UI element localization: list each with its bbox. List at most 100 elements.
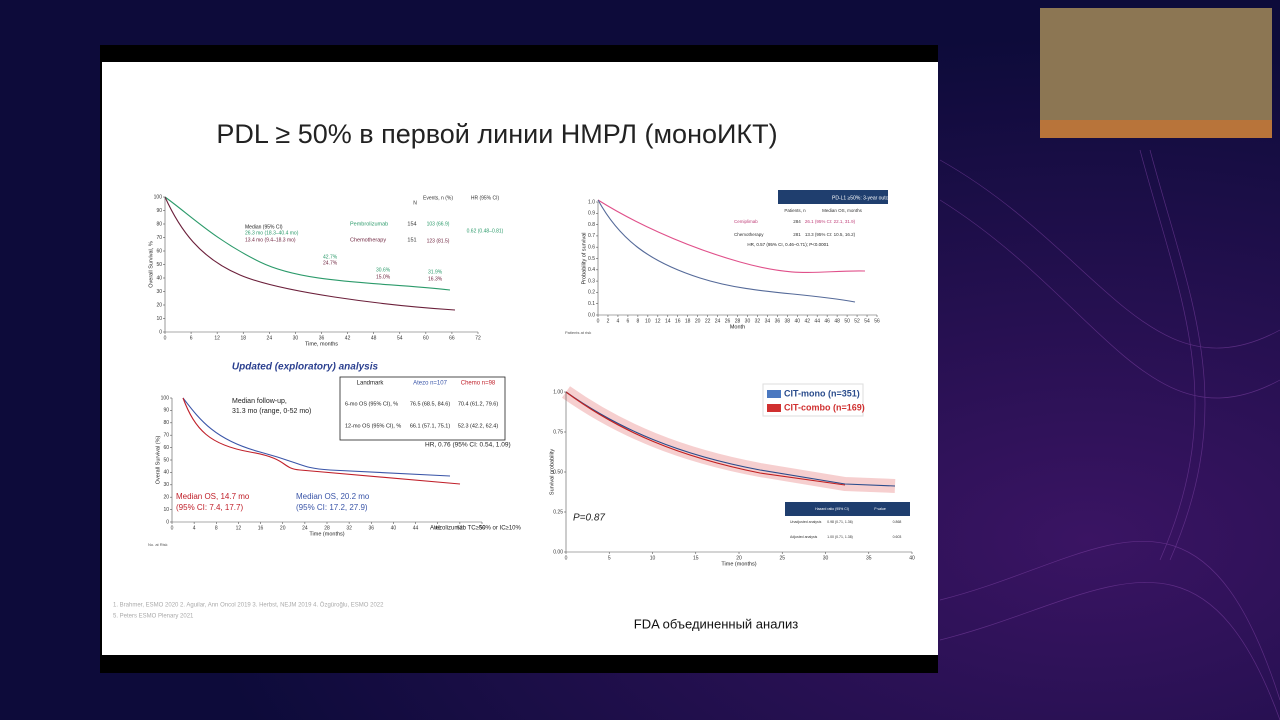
panel-heading: Updated (exploratory) analysis [232, 362, 379, 373]
y-tick-label: 0.25 [553, 509, 563, 515]
slide [102, 62, 938, 655]
y-tick-label: 0.8 [588, 222, 595, 228]
y-tick-label: 0.9 [588, 211, 595, 217]
curves [164, 196, 896, 493]
curve [164, 196, 451, 291]
x-axis-label: Time, months [305, 341, 338, 347]
annotation: Patients at risk [565, 330, 591, 335]
annotation: 66.1 (57.1, 75.1) [410, 423, 451, 429]
x-tick-label: 8 [215, 525, 218, 531]
annotation: 154 [407, 221, 416, 227]
annotation: Median (95% CI) [245, 224, 283, 230]
x-tick-label: 12 [214, 335, 220, 341]
y-axis-label: Overall Survival, % [148, 241, 154, 288]
annotation: Chemo n=98 [461, 381, 496, 387]
x-tick-label: 20 [695, 318, 701, 324]
x-tick-label: 44 [413, 525, 419, 531]
legend-label: CIT-combo (n=169) [784, 402, 865, 412]
y-tick-label: 80 [163, 420, 169, 426]
annotation: 31.3 mo (range, 0-52 mo) [232, 408, 311, 415]
x-tick-label: 60 [423, 335, 429, 341]
x-tick-label: 30 [823, 555, 829, 561]
webcam-desk [1040, 120, 1272, 138]
y-axis-label: Overall Survival (%) [155, 436, 161, 485]
annotation: 0.98 (0.71, 1.36) [827, 520, 853, 524]
annotation: 16.3% [428, 276, 443, 282]
x-tick-label: 54 [864, 318, 870, 324]
y-tick-label: 70 [163, 433, 169, 439]
x-tick-label: 16 [258, 525, 264, 531]
annotation: 42.7% [323, 254, 338, 260]
y-axis-label: Survival probability [549, 449, 555, 495]
curve [597, 199, 866, 274]
y-tick-label: 0 [166, 519, 169, 525]
x-tick-label: 56 [479, 525, 485, 531]
annotation: Atezo n=107 [413, 381, 448, 387]
x-tick-label: 18 [685, 318, 691, 324]
annotation: Chemotherapy [734, 232, 764, 237]
x-tick-label: 72 [475, 335, 481, 341]
annotation: (95% CI: 17.2, 27.9) [296, 503, 368, 512]
x-tick-label: 40 [795, 318, 801, 324]
annotation: HR (95% CI) [471, 195, 500, 201]
x-tick-label: 44 [814, 318, 820, 324]
y-tick-label: 90 [163, 408, 169, 414]
table-header [785, 502, 910, 516]
x-tick-label: 25 [779, 555, 785, 561]
y-tick-label: 0.1 [588, 301, 595, 307]
curve [182, 397, 451, 477]
annotation: Chemotherapy [350, 237, 386, 243]
x-tick-label: 30 [745, 318, 751, 324]
annotation: 26.1 (95% CI: 22.1, 31.9) [805, 219, 856, 224]
annotation: 0.603 [893, 535, 902, 539]
curve [182, 397, 461, 485]
curve [597, 199, 856, 303]
x-tick-label: 32 [755, 318, 761, 324]
y-tick-label: 10 [163, 507, 169, 513]
annotation: 24.7% [323, 260, 338, 266]
x-tick-label: 34 [765, 318, 771, 324]
table [339, 376, 506, 441]
x-axis-label: Time (months) [309, 531, 344, 537]
caption: FDA объединенный анализ [634, 616, 799, 631]
webcam [1040, 8, 1272, 138]
x-tick-label: 6 [190, 335, 193, 341]
x-tick-label: 56 [874, 318, 880, 324]
x-axis-label: Time (months) [721, 561, 756, 567]
annotation: Landmark [357, 381, 385, 387]
y-tick-label: 0.3 [588, 278, 595, 284]
curve [164, 196, 456, 311]
x-tick-label: 42 [345, 335, 351, 341]
y-tick-label: 0.00 [553, 549, 563, 555]
decor-waves [939, 149, 1280, 720]
x-tick-label: 52 [854, 318, 860, 324]
y-tick-label: 60 [163, 445, 169, 451]
annotation: 0.62 (0.48–0.81) [467, 228, 504, 234]
y-tick-label: 0.5 [588, 256, 595, 262]
annotation: 12-mo OS (95% CI), % [345, 423, 401, 429]
annotation: 151 [407, 237, 416, 243]
annotation: 6-mo OS (95% CI), % [345, 401, 398, 407]
annotation: Atezolizumab TC≥50% or IC≥10% [430, 526, 522, 532]
annotation: 1.00 (0.71, 1.38) [827, 535, 853, 539]
x-tick-label: 8 [636, 318, 639, 324]
curve [565, 391, 896, 487]
annotation: 31.9% [428, 269, 443, 275]
annotation: 26.3 mo (18.3–40.4 mo) [245, 230, 299, 236]
y-tick-label: 40 [156, 275, 162, 281]
annotation: 30.6% [376, 267, 391, 273]
x-tick-label: 54 [397, 335, 403, 341]
legend-swatch [767, 390, 781, 398]
y-tick-label: 40 [163, 470, 169, 476]
y-tick-label: 70 [156, 235, 162, 241]
annotation: Median OS, months [822, 208, 863, 213]
x-tick-label: 26 [725, 318, 731, 324]
x-tick-label: 32 [346, 525, 352, 531]
annotation: Median OS, 14.7 mo [176, 492, 250, 501]
x-tick-label: 16 [675, 318, 681, 324]
annotation: 76.5 (68.5, 84.6) [410, 401, 451, 407]
y-tick-label: 0.4 [588, 267, 595, 273]
annotation: Events, n (%) [423, 195, 453, 201]
y-tick-label: 30 [163, 482, 169, 488]
